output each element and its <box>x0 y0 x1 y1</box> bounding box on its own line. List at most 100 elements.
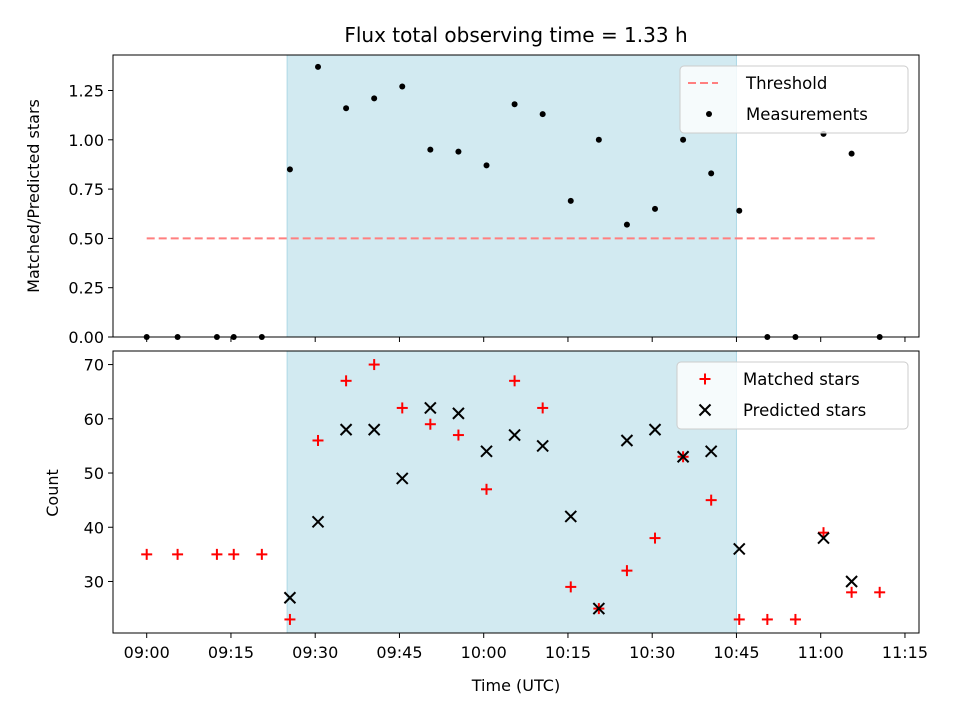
predicted-star-point-stroke <box>620 434 634 447</box>
count-panel: 30 40 50 60 70 09:00 09:15 09:30 09:45 10:00 10:15… <box>84 350 928 662</box>
matched-star-point <box>565 581 577 593</box>
measurement-point <box>567 197 574 204</box>
matched-star-point <box>424 418 436 430</box>
matched-star-point <box>284 613 296 625</box>
predicted-star-point-stroke <box>845 575 858 588</box>
predicted-star-point <box>480 445 493 458</box>
matched-star-point <box>172 548 184 560</box>
x-axis-label: Time (UTC) <box>471 676 560 695</box>
matched-star-point <box>452 429 464 441</box>
count-legend <box>676 361 909 430</box>
ratio-y-tick-label: 0.75 <box>68 180 104 199</box>
legend-measurements-swatch <box>706 111 712 117</box>
predicted-star-point <box>536 439 549 453</box>
predicted-star-point <box>452 407 465 420</box>
matched-star-point <box>141 548 153 560</box>
x-tick-label: 10:15 <box>545 643 591 662</box>
legend-matched-swatch <box>699 373 711 385</box>
measurement-point <box>652 205 659 212</box>
measurement-point <box>371 95 378 102</box>
matched-star-point <box>789 613 801 625</box>
count-observing-window <box>286 350 737 634</box>
measurement-point <box>511 101 518 108</box>
count-y-tick-label: 70 <box>84 356 104 375</box>
matched-star-point <box>705 494 717 506</box>
matched-star-point <box>846 586 858 598</box>
matched-star-point <box>368 359 380 371</box>
legend-predicted-swatch-stroke <box>698 403 712 417</box>
ratio-y-axis-label: Matched/Predicted stars <box>24 99 43 293</box>
x-tick-label: 10:30 <box>629 643 675 662</box>
legend-measurements-label: Measurements <box>746 105 868 124</box>
matched-star-point <box>228 548 240 560</box>
matched-star-point <box>649 532 661 544</box>
ratio-y-tick-label: 0.25 <box>68 279 104 298</box>
count-y-tick-label: 50 <box>84 464 104 483</box>
x-tick-label: 10:00 <box>461 643 507 662</box>
predicted-star-point-stroke <box>283 591 297 604</box>
ratio-y-tick-label: 1.00 <box>68 131 104 150</box>
predicted-star-point <box>339 423 353 436</box>
predicted-star-point-stroke <box>676 450 690 463</box>
ratio-y-tick-label: 0.00 <box>68 328 104 347</box>
ratio-y-tick-label: 0.50 <box>68 229 104 248</box>
matched-star-point <box>256 548 268 560</box>
predicted-star-point <box>283 591 297 604</box>
matched-star-point <box>211 548 223 560</box>
predicted-star-point-stroke <box>704 445 718 458</box>
count-y-tick-label: 40 <box>84 518 104 537</box>
x-tick-label: 10:45 <box>713 643 759 662</box>
measurement-point <box>483 162 490 169</box>
predicted-star-point <box>367 423 381 436</box>
predicted-star-point-stroke <box>536 439 549 453</box>
predicted-star-point <box>648 423 662 436</box>
matched-star-point <box>481 483 493 495</box>
x-tick-label: 09:15 <box>208 643 254 662</box>
count-y-tick-label: 60 <box>84 410 104 429</box>
predicted-star-point-stroke <box>648 423 662 436</box>
predicted-star-point <box>817 531 830 545</box>
matched-star-point <box>537 402 549 414</box>
predicted-star-point <box>620 434 634 447</box>
matched-star-point <box>509 375 521 387</box>
count-y-axis-label: Count <box>43 469 62 517</box>
predicted-star-point-stroke <box>367 423 381 436</box>
measurement-point <box>427 146 434 153</box>
predicted-star-point-stroke <box>311 515 325 529</box>
predicted-star-point-stroke <box>396 472 409 485</box>
measurement-point <box>343 105 350 112</box>
predicted-star-point <box>676 450 690 463</box>
predicted-star-point-stroke <box>564 510 577 523</box>
predicted-star-point-stroke <box>339 423 353 436</box>
predicted-star-point <box>424 401 437 415</box>
matched-star-point <box>340 375 352 387</box>
count-y-tick-label: 30 <box>84 572 104 591</box>
measurement-point <box>539 111 546 118</box>
x-tick-label: 11:15 <box>882 643 928 662</box>
predicted-star-point <box>845 575 858 588</box>
ratio-legend <box>679 65 909 134</box>
x-tick-label: 09:45 <box>376 643 422 662</box>
matched-star-point <box>312 434 324 446</box>
matched-star-point <box>733 613 745 625</box>
predicted-star-point <box>733 542 746 556</box>
measurement-point <box>736 207 743 214</box>
chart-title: Flux total observing time = 1.33 h <box>344 23 687 47</box>
matched-star-point <box>818 527 830 539</box>
predicted-star-point <box>311 515 325 529</box>
predicted-star-point-stroke <box>508 428 521 442</box>
ratio-observing-window <box>286 54 737 338</box>
matched-star-point <box>621 565 633 577</box>
predicted-star-point-stroke <box>733 542 746 556</box>
measurement-point <box>623 221 630 228</box>
measurement-point <box>680 136 687 143</box>
matched-star-point <box>761 613 773 625</box>
predicted-star-point-stroke <box>452 407 465 420</box>
predicted-star-point <box>564 510 577 523</box>
measurement-point <box>595 136 602 143</box>
predicted-star-point-stroke <box>480 445 493 458</box>
measurement-point <box>399 83 406 90</box>
predicted-star-point <box>704 445 718 458</box>
measurement-point <box>708 170 715 177</box>
